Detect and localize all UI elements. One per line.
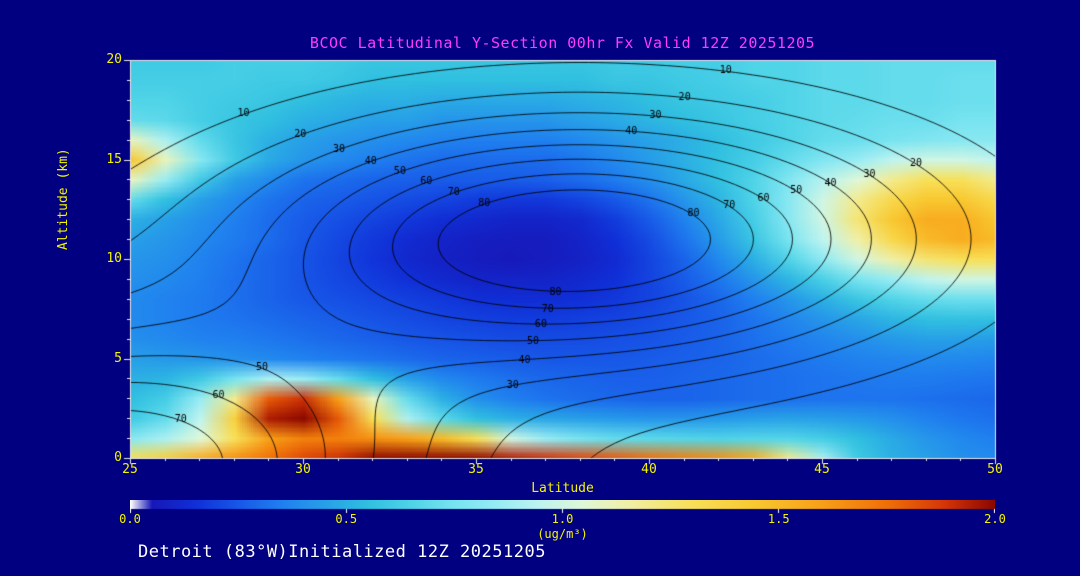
footer-caption: Detroit (83°W)Initialized 12Z 20251205 <box>138 542 546 562</box>
contour-heatmap-canvas <box>110 48 1015 480</box>
x-axis-title: Latitude <box>531 481 594 496</box>
colorbar-tick-label: 2.0 <box>984 512 1006 526</box>
colorbar-tick-label: 1.5 <box>767 512 790 526</box>
y-tick-label: 15 <box>106 151 122 167</box>
colorbar <box>130 500 995 514</box>
x-tick-label: 30 <box>295 462 311 477</box>
x-tick-label: 45 <box>814 462 830 477</box>
y-tick-label: 10 <box>106 251 122 266</box>
chart-title: BCOC Latitudinal Y-Section 00hr Fx Valid… <box>309 34 816 52</box>
y-tick-label: 0 <box>114 450 122 465</box>
y-tick-label: 5 <box>114 350 122 366</box>
colorbar-tick-label: 1.0 <box>551 512 574 526</box>
x-tick-label: 40 <box>641 462 657 477</box>
colorbar-tick-label: 0.0 <box>119 512 141 526</box>
x-tick-label: 35 <box>468 462 484 477</box>
colorbar-tick-label: 0.5 <box>335 512 358 526</box>
x-tick-label: 50 <box>987 462 1003 477</box>
colorbar-unit: (ug/m³) <box>537 527 588 541</box>
y-tick-label: 20 <box>106 52 122 67</box>
x-tick-label: 25 <box>122 462 138 477</box>
